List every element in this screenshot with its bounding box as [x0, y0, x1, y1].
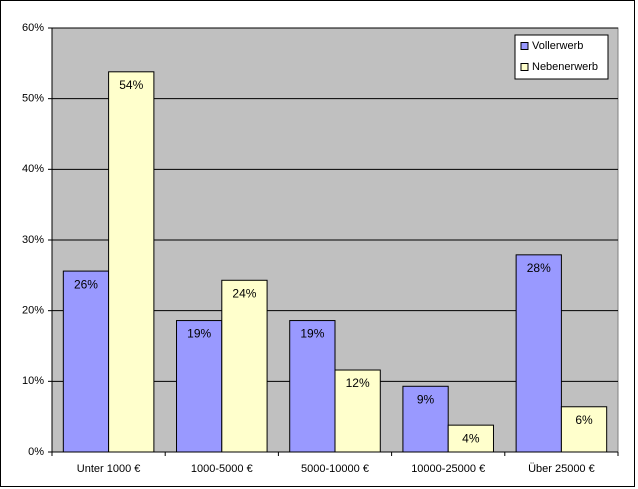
x-tick-label: 10000-25000 €: [411, 463, 485, 475]
data-label: 26%: [74, 277, 98, 291]
data-label: 12%: [346, 376, 370, 390]
data-label: 6%: [575, 413, 593, 427]
legend-swatch: [520, 63, 529, 71]
x-tick-label: 5000-10000 €: [301, 463, 369, 475]
data-label: 54%: [119, 78, 143, 92]
y-tick-label: 0%: [28, 446, 44, 458]
y-tick-label: 20%: [22, 305, 44, 317]
x-tick-label: Über 25000 €: [528, 463, 595, 475]
x-tick-label: 1000-5000 €: [191, 463, 253, 475]
legend-label: Nebenerwerb: [532, 61, 598, 73]
legend-box: [514, 34, 609, 80]
bar: [62, 270, 110, 453]
y-tick-label: 60%: [22, 22, 44, 34]
bar: [402, 385, 449, 453]
bar: [221, 279, 268, 453]
y-tick-label: 30%: [22, 234, 44, 246]
data-label: 24%: [232, 286, 256, 300]
y-tick-label: 10%: [22, 375, 44, 387]
data-label: 9%: [417, 392, 435, 406]
data-label: 28%: [527, 261, 551, 275]
x-tick-label: Unter 1000 €: [77, 463, 141, 475]
bar: [334, 369, 381, 453]
data-label: 4%: [462, 431, 480, 445]
y-tick-label: 50%: [22, 93, 44, 105]
data-label: 19%: [187, 327, 211, 341]
bar: [560, 406, 608, 453]
legend-swatch: [520, 42, 529, 50]
bar: [108, 71, 155, 453]
data-label: 19%: [300, 327, 324, 341]
legend-label: Vollerwerb: [532, 40, 583, 52]
y-tick-label: 40%: [22, 163, 44, 175]
bar: [515, 254, 562, 453]
bar: [447, 424, 494, 453]
